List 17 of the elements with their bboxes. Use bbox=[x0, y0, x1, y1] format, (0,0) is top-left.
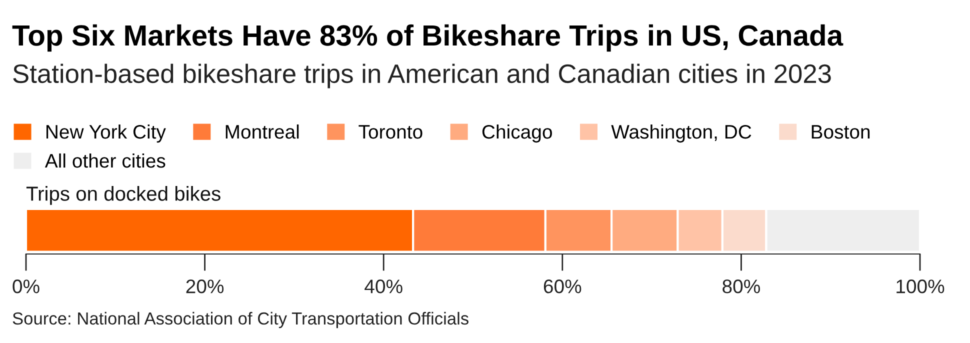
x-tick-label: 60% bbox=[544, 280, 582, 294]
y-tick-label: Trips on docked bikes bbox=[26, 186, 220, 205]
x-tick-label: 20% bbox=[186, 280, 224, 294]
x-tick-label: 40% bbox=[364, 280, 402, 294]
chart-title: Top Six Markets Have 83% of Bikeshare Trips in US, Canada bbox=[12, 24, 844, 52]
chart-subtitle: Station-based bikeshare trips in American and Canadian cities in 2023 bbox=[13, 64, 831, 88]
legend-label: Washington, DC bbox=[611, 124, 752, 143]
legend-label: Toronto bbox=[358, 125, 422, 139]
x-tick-label: 80% bbox=[722, 280, 760, 294]
x-tick-label: 0% bbox=[12, 280, 40, 294]
legend-label: All other cities bbox=[44, 153, 166, 168]
legend-label: Chicago bbox=[482, 124, 552, 143]
legend-label: Montreal bbox=[226, 124, 299, 139]
legend-label: New York City bbox=[46, 124, 166, 143]
legend-label: Boston bbox=[812, 125, 870, 139]
source-note: Source: National Association of City Transportation Officials bbox=[12, 312, 468, 328]
x-tick-label: 100% bbox=[896, 280, 944, 294]
